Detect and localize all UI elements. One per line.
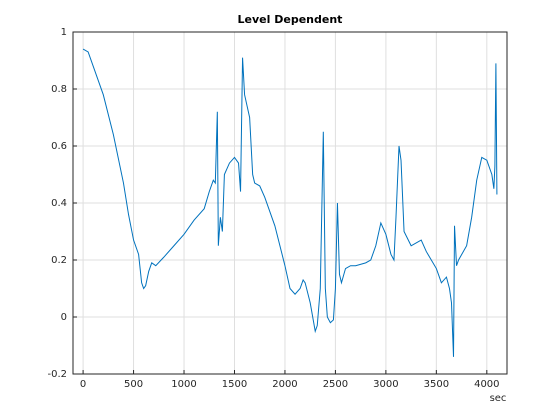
y-tick-label: 0 xyxy=(61,312,67,323)
x-tick-label: 1000 xyxy=(171,379,196,390)
x-tick-label: 2000 xyxy=(272,379,297,390)
chart-title: Level Dependent xyxy=(238,13,343,26)
y-tick-label: -0.2 xyxy=(47,369,67,380)
axes-box xyxy=(72,31,508,375)
y-tick-label: 0.2 xyxy=(51,255,67,266)
x-tick-label: 2500 xyxy=(323,379,348,390)
y-tick-label: 1 xyxy=(61,27,67,38)
x-axis-label: sec xyxy=(490,393,507,404)
x-tick-label: 0 xyxy=(80,379,86,390)
data-line xyxy=(82,48,498,357)
x-tick-label: 3000 xyxy=(373,379,398,390)
y-tick-label: 0.8 xyxy=(51,84,67,95)
x-tick-label: 1500 xyxy=(222,379,247,390)
x-tick-label: 3500 xyxy=(424,379,449,390)
y-tick-label: 0.4 xyxy=(51,198,67,209)
y-tick-label: 0.6 xyxy=(51,141,67,152)
x-tick-label: 4000 xyxy=(474,379,499,390)
x-tick-label: 500 xyxy=(124,379,143,390)
